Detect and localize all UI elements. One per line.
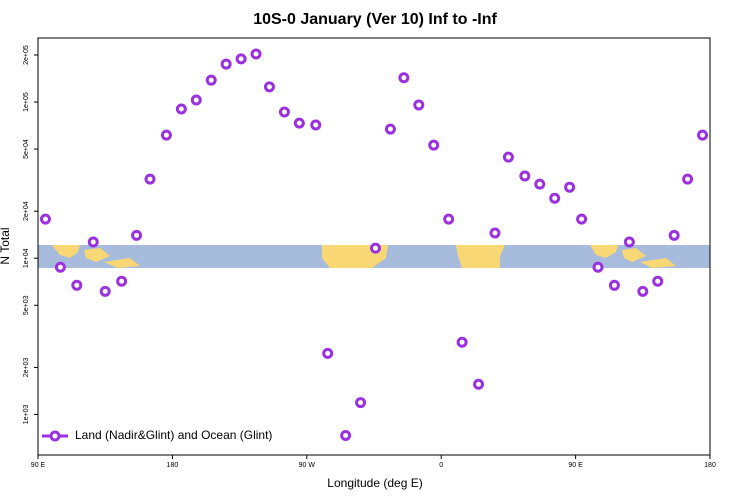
y-tick-label: 5e+04 <box>23 139 30 159</box>
legend-label: Land (Nadir&Glint) and Ocean (Glint) <box>75 428 272 442</box>
point <box>428 139 440 151</box>
point <box>443 213 455 225</box>
y-tick-label: 1e+05 <box>23 92 30 112</box>
point <box>473 378 485 390</box>
point <box>190 94 202 106</box>
point <box>293 117 305 129</box>
point <box>608 279 620 291</box>
y-tick-label: 2e+04 <box>23 201 30 221</box>
chart-title: 10S-0 January (Ver 10) Inf to -Inf <box>253 11 497 28</box>
x-axis-label: Longitude (deg E) <box>327 476 422 490</box>
point <box>355 397 367 409</box>
point <box>263 81 275 93</box>
point <box>131 229 143 241</box>
x-tick-label: 90 E <box>31 462 46 469</box>
point <box>652 275 664 287</box>
x-tick-label: 90 E <box>568 462 583 469</box>
point <box>576 213 588 225</box>
point <box>564 181 576 193</box>
point <box>682 173 694 185</box>
point <box>235 53 247 65</box>
x-tick-label: 90 W <box>299 462 316 469</box>
x-tick-label: 180 <box>704 462 716 469</box>
point <box>144 173 156 185</box>
point <box>697 129 709 141</box>
plot-frame <box>37 37 711 456</box>
y-tick-label: 1e+04 <box>23 248 30 268</box>
y-tick-label: 1e+03 <box>23 405 30 425</box>
x-tick-label: 180 <box>167 462 179 469</box>
point <box>340 430 352 442</box>
point <box>637 285 649 297</box>
point <box>534 178 546 190</box>
point <box>502 151 514 163</box>
y-tick-label: 5e+03 <box>23 295 30 315</box>
legend: Land (Nadir&Glint) and Ocean (Glint) <box>42 428 272 442</box>
point <box>549 192 561 204</box>
point <box>623 236 635 248</box>
point <box>54 261 66 273</box>
point <box>592 261 604 273</box>
point <box>384 123 396 135</box>
point <box>413 99 425 111</box>
x-tick-label: 0 <box>439 462 443 469</box>
y-axis-label: N Total <box>0 227 12 264</box>
point <box>489 227 501 239</box>
point <box>39 213 51 225</box>
point <box>369 242 381 254</box>
point <box>322 347 334 359</box>
point <box>205 74 217 86</box>
point <box>250 48 262 60</box>
y-tick-label: 2e+03 <box>23 357 30 377</box>
point <box>668 229 680 241</box>
point <box>310 119 322 131</box>
point <box>87 236 99 248</box>
point <box>99 285 111 297</box>
point <box>278 106 290 118</box>
point <box>519 170 531 182</box>
point <box>175 103 187 115</box>
point <box>456 336 468 348</box>
point <box>71 279 83 291</box>
map-strip <box>38 245 710 268</box>
point <box>116 275 128 287</box>
point <box>398 72 410 84</box>
legend-marker <box>49 430 61 442</box>
point <box>160 129 172 141</box>
y-tick-label: 2e+05 <box>23 45 30 65</box>
point <box>220 58 232 70</box>
